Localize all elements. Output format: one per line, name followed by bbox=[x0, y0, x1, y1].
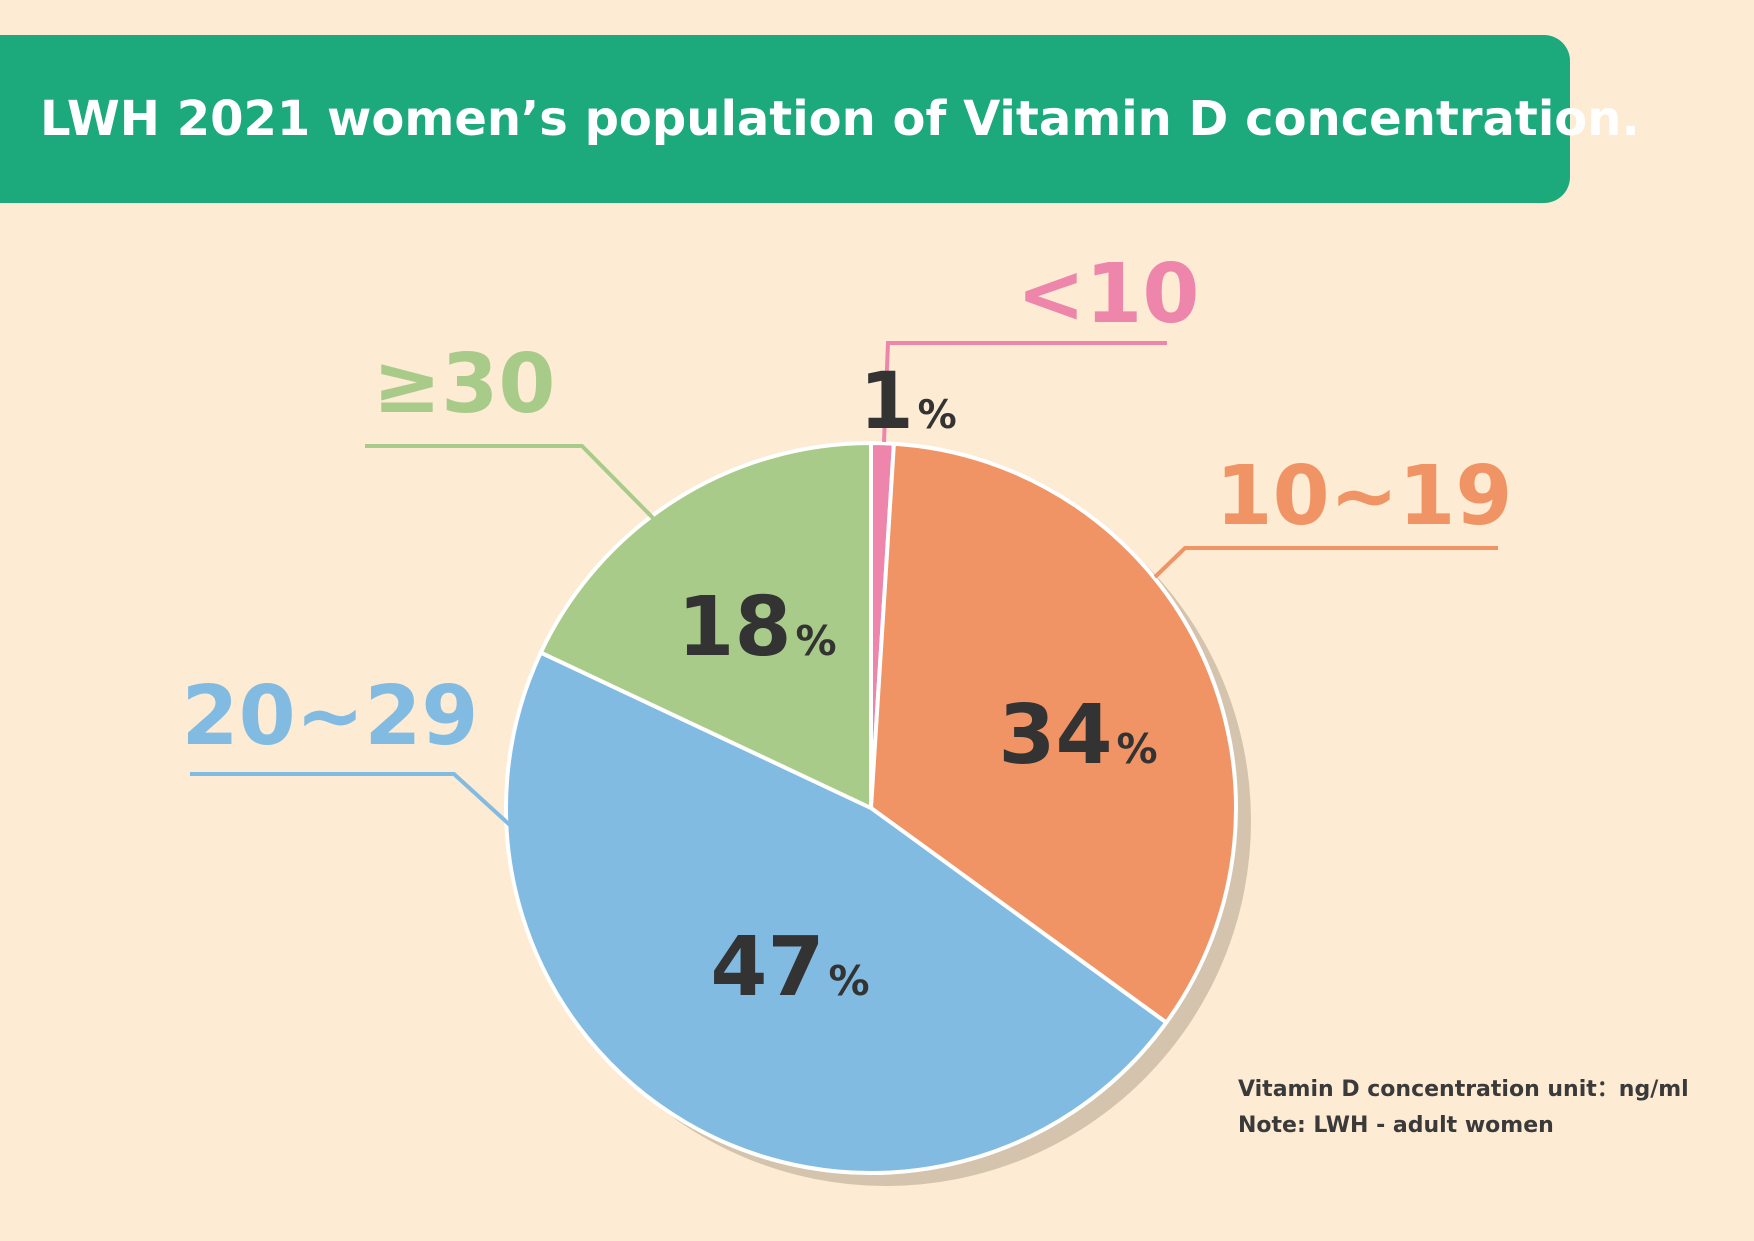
source-note: Note: LWH - adult women bbox=[1238, 1113, 1554, 1138]
pie-slice bbox=[538, 441, 873, 810]
category-label: ≥30 bbox=[373, 337, 556, 432]
category-label: <10 bbox=[1017, 247, 1200, 342]
unit-note: Vitamin D concentration unit：ng/ml bbox=[1238, 1077, 1689, 1102]
category-label: 10~19 bbox=[1216, 449, 1513, 544]
leader-line bbox=[190, 772, 513, 828]
leader-line bbox=[882, 341, 1167, 443]
title-banner: LWH 2021 women’s population of Vitamin D… bbox=[0, 35, 1640, 203]
value-label: 34% bbox=[998, 688, 1157, 783]
leader-line bbox=[1153, 546, 1498, 579]
category-label: 20~29 bbox=[182, 669, 479, 764]
pie-slice bbox=[504, 650, 1169, 1175]
value-label: 1% bbox=[859, 357, 956, 447]
leader-line bbox=[365, 444, 655, 520]
value-label: 47% bbox=[710, 920, 869, 1015]
chart-title: LWH 2021 women’s population of Vitamin D… bbox=[40, 91, 1640, 147]
pie-slice bbox=[869, 441, 1238, 1025]
value-label: 18% bbox=[677, 580, 836, 675]
